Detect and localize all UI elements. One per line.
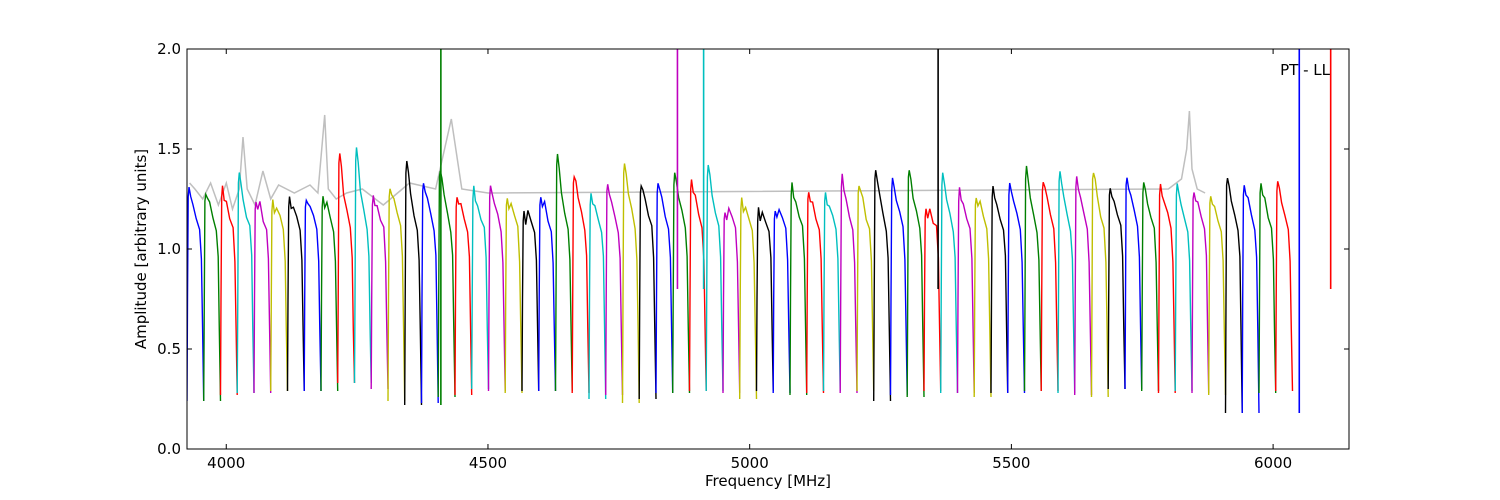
channel-series-line bbox=[856, 185, 875, 392]
channel-series-line bbox=[940, 172, 959, 394]
channel-series-line bbox=[739, 197, 758, 400]
channel-series-line bbox=[1141, 182, 1160, 392]
y-tick-label: 0.0 bbox=[157, 440, 181, 458]
y-tick-label: 0.5 bbox=[157, 340, 181, 358]
channel-series-line bbox=[521, 210, 540, 392]
channel-series-line bbox=[538, 197, 557, 392]
plot-annotation: PT - LL bbox=[1280, 61, 1331, 79]
channel-series-line bbox=[337, 153, 356, 384]
channel-series-line bbox=[672, 172, 691, 394]
channel-series-line bbox=[1107, 188, 1126, 390]
channel-series-line bbox=[1007, 182, 1026, 394]
channel-series-line bbox=[203, 191, 222, 402]
background-series-line bbox=[189, 110, 1206, 212]
channel-series-line bbox=[1191, 192, 1210, 394]
x-axis-ticks: 4000 4500 5000 5500 6000 bbox=[207, 49, 1292, 472]
channel-series-line bbox=[906, 170, 925, 398]
channel-series-line bbox=[370, 195, 389, 390]
channel-series-line bbox=[638, 183, 657, 400]
channel-series-line bbox=[772, 207, 791, 394]
channel-series-line bbox=[571, 174, 590, 394]
channel-series-line bbox=[1124, 177, 1143, 390]
channel-series-line bbox=[1224, 177, 1243, 414]
channel-series-line bbox=[806, 192, 825, 394]
y-axis-label: Amplitude [arbitrary units] bbox=[132, 149, 150, 349]
channel-series-line bbox=[1074, 176, 1093, 396]
channel-series-line bbox=[1208, 196, 1227, 396]
channel-series-line bbox=[554, 153, 573, 392]
plot-area bbox=[187, 49, 1332, 414]
y-tick-label: 1.5 bbox=[157, 140, 181, 158]
x-tick-label: 5500 bbox=[992, 454, 1030, 472]
channel-series-line bbox=[621, 163, 640, 404]
channel-series-line bbox=[286, 196, 305, 392]
channel-series-line bbox=[187, 186, 205, 402]
channel-series-line bbox=[454, 197, 473, 396]
y-axis-ticks: 0.0 0.5 1.0 1.5 2.0 bbox=[157, 40, 1349, 458]
channel-series-line bbox=[1057, 171, 1076, 394]
channel-series-line bbox=[956, 187, 975, 394]
channel-series-line bbox=[588, 193, 607, 400]
channel-series-line bbox=[1174, 183, 1193, 392]
channel-series-line bbox=[437, 170, 456, 398]
channel-series-line bbox=[487, 185, 506, 392]
channel-series-line bbox=[755, 207, 774, 392]
channel-series-line bbox=[873, 170, 892, 402]
channel-series-line bbox=[404, 160, 423, 406]
channel-series-line bbox=[789, 182, 808, 396]
channel-series-line bbox=[822, 192, 841, 392]
channel-series-line bbox=[722, 205, 741, 394]
channel-series-line bbox=[973, 197, 992, 398]
channel-series-line bbox=[990, 186, 1009, 394]
channel-series-line bbox=[387, 188, 406, 402]
x-tick-label: 5000 bbox=[731, 454, 769, 472]
channel-series-line bbox=[655, 183, 674, 394]
y-tick-label: 1.0 bbox=[157, 240, 181, 258]
channel-series-line bbox=[1023, 165, 1042, 392]
channel-series-line bbox=[1241, 185, 1260, 414]
y-tick-label: 2.0 bbox=[157, 40, 181, 58]
channel-series-line bbox=[253, 201, 272, 394]
channel-series-line bbox=[705, 164, 724, 392]
channel-series-line bbox=[839, 173, 858, 394]
channel-series-line bbox=[420, 183, 439, 404]
channel-series-line bbox=[1040, 181, 1059, 392]
channel-series-line bbox=[605, 184, 624, 396]
channel-series-line bbox=[219, 185, 238, 396]
channel-series-line bbox=[471, 185, 490, 390]
channel-series-line bbox=[1090, 172, 1109, 398]
x-tick-label: 6000 bbox=[1254, 454, 1292, 472]
channel-series-line bbox=[889, 177, 908, 396]
channel-series-line bbox=[1258, 183, 1277, 394]
channel-series-line bbox=[504, 198, 523, 394]
channel-series-line bbox=[320, 196, 339, 392]
x-tick-label: 4500 bbox=[469, 454, 507, 472]
channel-series-line bbox=[270, 199, 289, 392]
x-axis-label: Frequency [MHz] bbox=[705, 472, 831, 490]
channel-series-line bbox=[236, 172, 255, 394]
channel-series-line bbox=[1157, 183, 1176, 394]
channel-series-line bbox=[1275, 181, 1294, 392]
x-tick-label: 4000 bbox=[207, 454, 245, 472]
channel-series-line bbox=[303, 198, 322, 392]
channel-series-line bbox=[353, 147, 372, 384]
